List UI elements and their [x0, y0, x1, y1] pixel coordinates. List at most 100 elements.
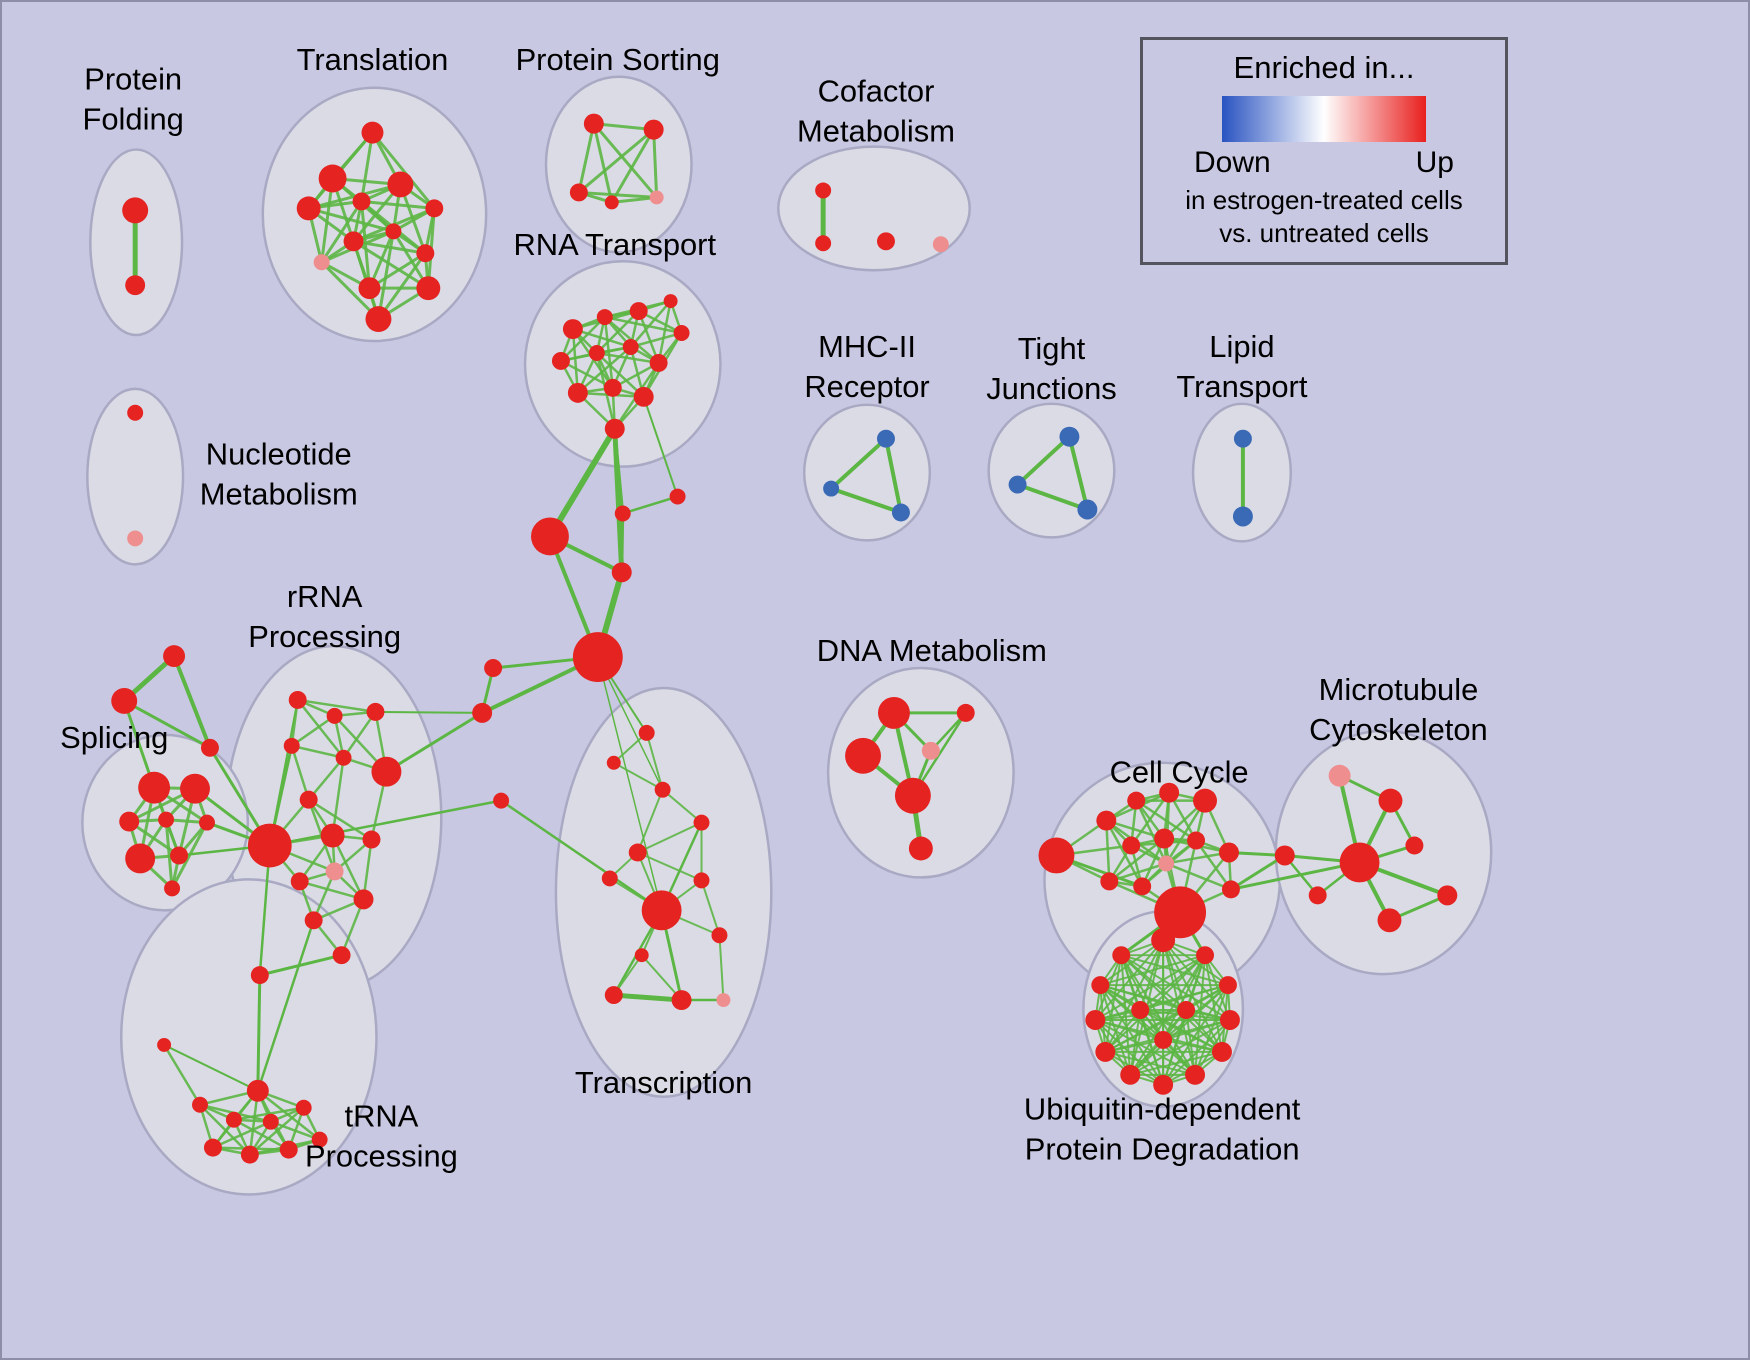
- edge: [636, 821, 703, 854]
- node-s7: [170, 846, 189, 865]
- legend-up-label: Up: [1415, 146, 1454, 179]
- edge: [657, 299, 672, 365]
- node-trhub: [246, 1079, 269, 1102]
- edge: [1120, 954, 1142, 1012]
- edge: [637, 309, 660, 365]
- node-tx7: [693, 872, 710, 889]
- edge: [1108, 837, 1166, 883]
- cluster-mhc-ellipse: [802, 403, 932, 542]
- edge: [652, 128, 659, 199]
- node-t11: [358, 277, 381, 300]
- node-rr3: [366, 702, 385, 721]
- node-lt1: [1233, 429, 1252, 448]
- edge: [290, 744, 345, 760]
- node-f6: [484, 659, 503, 678]
- node-c8: [1187, 831, 1206, 850]
- edge: [1015, 434, 1072, 487]
- edge: [360, 199, 436, 210]
- node-t8: [385, 223, 402, 240]
- node-tx10: [604, 986, 623, 1005]
- edge: [621, 495, 679, 515]
- node-mc4: [1405, 836, 1424, 855]
- node-m1: [876, 429, 895, 448]
- node-tr10: [311, 1131, 328, 1148]
- node-t10: [416, 244, 435, 263]
- node-ps3: [569, 183, 588, 202]
- node-s4: [158, 811, 175, 828]
- node-t9: [313, 254, 330, 271]
- edge: [307, 756, 345, 801]
- node-chub: [1154, 886, 1207, 939]
- node-c13: [1221, 880, 1240, 899]
- label-dna: DNA Metabolism: [817, 633, 1047, 668]
- node-f8: [493, 792, 510, 809]
- label-cofactor: Cofactor: [818, 74, 935, 109]
- edge: [611, 992, 685, 1003]
- node-rr14: [332, 946, 351, 965]
- cluster-nucleotide-ellipse: [86, 387, 185, 566]
- node-t7: [343, 231, 364, 252]
- edge: [256, 973, 262, 1093]
- edge: [571, 327, 580, 395]
- edge: [1105, 819, 1111, 883]
- edge: [248, 1106, 305, 1156]
- label-tight: Tight: [1018, 331, 1086, 366]
- cluster-trna-ellipse: [119, 878, 378, 1196]
- cluster-microtubule-ellipse: [1274, 729, 1493, 976]
- node-c10: [1218, 842, 1239, 863]
- edge: [1105, 819, 1144, 888]
- edge: [610, 195, 659, 204]
- node-ps4: [604, 195, 619, 210]
- edge: [829, 486, 903, 515]
- node-u8: [1095, 1041, 1116, 1062]
- legend-down-label: Down: [1194, 146, 1271, 179]
- edge: [1185, 1009, 1197, 1076]
- node-pf1: [122, 197, 149, 224]
- edge: [546, 425, 618, 540]
- edge: [307, 798, 373, 841]
- edge: [298, 880, 365, 901]
- node-r2: [596, 309, 613, 326]
- node-rr11: [290, 872, 309, 891]
- edge: [256, 919, 315, 1093]
- node-r7: [588, 344, 605, 361]
- label-translation: Translation: [297, 42, 449, 77]
- edge: [559, 315, 607, 363]
- node-t3: [387, 171, 414, 198]
- edge: [1139, 984, 1229, 1012]
- node-tx6: [601, 870, 618, 887]
- edge: [1099, 954, 1207, 987]
- node-rr5: [335, 749, 352, 766]
- node-r5: [673, 325, 690, 341]
- node-g1: [163, 645, 186, 668]
- node-rrhub: [247, 823, 292, 868]
- edge: [1162, 984, 1229, 1086]
- node-c1: [1038, 837, 1075, 874]
- edge: [1229, 853, 1287, 891]
- edge: [1104, 1050, 1197, 1076]
- node-tx3: [654, 781, 671, 798]
- legend-scale-labels: Down Up: [1194, 146, 1454, 180]
- node-tx12: [716, 993, 731, 1008]
- edge: [1129, 954, 1207, 1076]
- node-tr5: [262, 1113, 279, 1130]
- edge: [384, 711, 484, 774]
- edge: [268, 698, 299, 847]
- node-r13: [604, 418, 625, 439]
- edge: [1194, 839, 1233, 891]
- edge: [1164, 862, 1233, 891]
- node-g3: [200, 738, 219, 757]
- node-c6: [1122, 836, 1141, 855]
- label-cellcycle: Cell Cycle: [1110, 755, 1249, 790]
- edge: [367, 251, 427, 290]
- edge: [1099, 984, 1188, 1012]
- edge: [1094, 954, 1207, 1021]
- node-tr2: [157, 1037, 172, 1052]
- node-r3: [629, 302, 648, 321]
- edge: [1104, 954, 1123, 1053]
- node-u15: [1154, 1030, 1173, 1049]
- node-c11: [1100, 872, 1119, 891]
- cluster-labels-layer: Protein Folding Translation Protein Sorting…: [60, 42, 1488, 1174]
- node-mc6: [1377, 908, 1402, 933]
